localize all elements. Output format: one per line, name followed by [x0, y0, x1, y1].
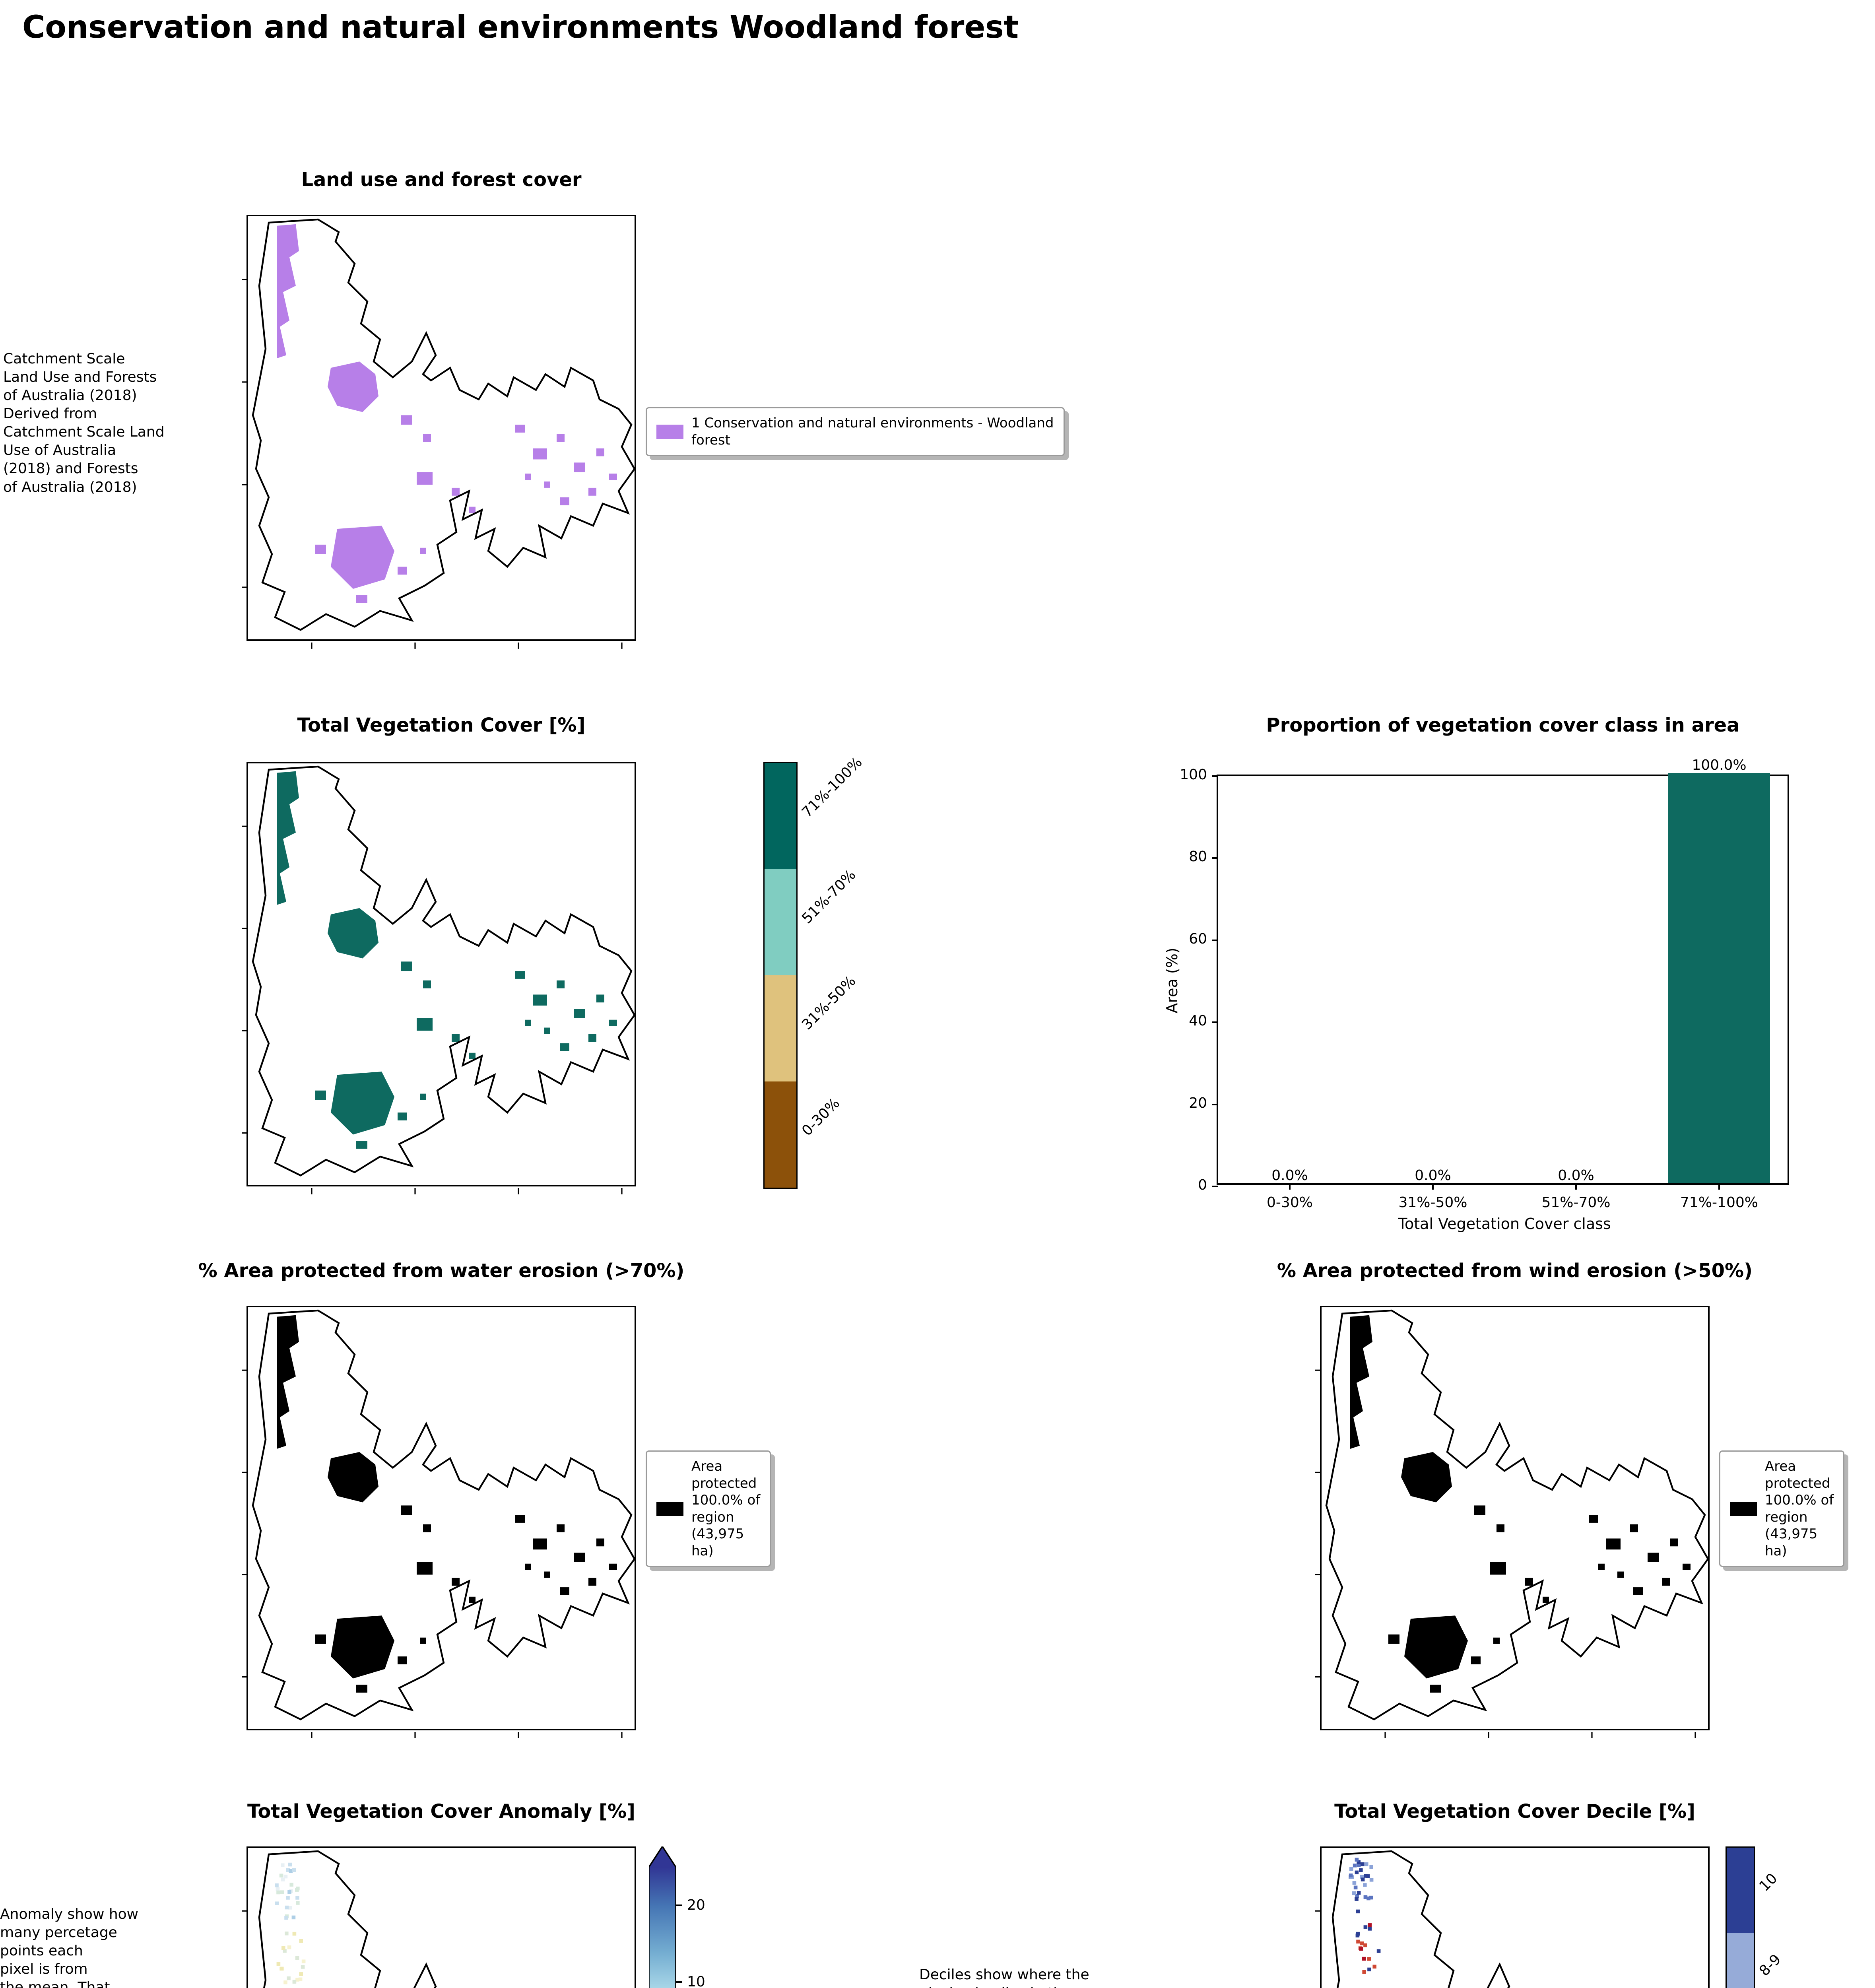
y-tick [1212, 857, 1218, 859]
colorbar-label: 31%-50% [799, 973, 859, 1033]
proportion-ylabel: Area (%) [1163, 947, 1181, 1013]
y-tick [1212, 775, 1218, 777]
vegcover-title: Total Vegetation Cover [%] [297, 714, 586, 736]
colorbar-segment [1727, 1932, 1754, 1988]
x-tick [1575, 1183, 1577, 1190]
vegcover-patches [277, 771, 617, 1149]
wind-erosion-map-canvas [1314, 1307, 1711, 1739]
bar-value-label: 0.0% [1415, 1167, 1451, 1184]
y-tick-label: 60 [1189, 930, 1207, 947]
landuse-legend: 1 Conservation and natural environments … [646, 407, 1065, 456]
landuse-patches [277, 224, 617, 603]
anomaly-tick-label: 20 [687, 1897, 705, 1914]
y-tick-label: 40 [1189, 1013, 1207, 1029]
water-erosion-legend-swatch [656, 1501, 683, 1516]
x-tick [1718, 1183, 1720, 1190]
water-erosion-legend: Area protected 100.0% of region (43,975 … [646, 1450, 771, 1567]
colorbar-label: 10 [1756, 1870, 1781, 1895]
anomaly-tick-label: 10 [687, 1974, 705, 1988]
bar-value-label: 0.0% [1271, 1167, 1308, 1184]
y-tick-label: 100 [1180, 767, 1207, 783]
page-title: Conservation and natural environments Wo… [22, 10, 1019, 45]
water-erosion-legend-label: Area protected 100.0% of region (43,975 … [691, 1458, 761, 1559]
colorbar-segment [765, 1081, 796, 1188]
landuse-legend-swatch [656, 424, 683, 439]
y-tick [1212, 1021, 1218, 1023]
decile-title: Total Vegetation Cover Decile [%] [1334, 1800, 1695, 1823]
landuse-map-canvas [241, 216, 638, 650]
y-tick-label: 0 [1198, 1177, 1207, 1193]
colorbar-label: 71%-100% [799, 754, 866, 821]
colorbar-label: 0-30% [799, 1095, 843, 1139]
water-erosion-title: % Area protected from water erosion (>70… [198, 1260, 685, 1282]
veg-cbar-bar [763, 762, 798, 1189]
y-tick [1212, 1186, 1218, 1187]
catchment-outline [1326, 1851, 1708, 1988]
x-tick-label: 51%-70% [1541, 1194, 1611, 1211]
bar-71%-100% [1668, 773, 1770, 1183]
anomaly-pixels [275, 1862, 306, 1984]
y-tick-label: 20 [1189, 1095, 1207, 1111]
wind-erosion-title: % Area protected from wind erosion (>50%… [1277, 1260, 1753, 1282]
y-tick [1212, 939, 1218, 941]
wind-erosion-map [1314, 1306, 1711, 1739]
anomaly-colorbar: 20100−10−20 [648, 1845, 744, 1988]
colorbar-label: 51%-70% [799, 866, 859, 927]
catchment-outline [253, 767, 635, 1175]
vegcover-map [241, 762, 638, 1195]
vegcover-map-canvas [241, 763, 638, 1195]
landuse-map [241, 215, 638, 650]
anomaly-title: Total Vegetation Cover Anomaly [%] [247, 1800, 635, 1823]
x-tick-label: 71%-100% [1680, 1194, 1758, 1211]
anomaly-tick [676, 1981, 682, 1983]
anomaly-map [241, 1846, 638, 1988]
decile-map [1314, 1846, 1711, 1988]
water-erosion-patches [277, 1315, 617, 1693]
proportion-title: Proportion of vegetation cover class in … [1266, 714, 1740, 736]
catchment-outline [253, 219, 635, 630]
colorbar-segment [765, 763, 796, 869]
map-ticks [241, 825, 623, 1195]
x-tick-label: 31%-50% [1398, 1194, 1467, 1211]
proportion-xlabel: Total Vegetation Cover class [1398, 1215, 1611, 1233]
colorbar-segment [1727, 1848, 1754, 1933]
landuse-caption: Catchment Scale Land Use and Forests of … [3, 351, 165, 495]
anomaly-caption: Anomaly show how many percetage points e… [0, 1906, 139, 1988]
y-tick-label: 80 [1189, 848, 1207, 865]
landuse-legend-label: 1 Conservation and natural environments … [691, 415, 1054, 448]
map-ticks [1314, 1369, 1696, 1739]
colorbar-segment [765, 869, 796, 975]
bar-value-label: 100.0% [1692, 757, 1747, 773]
decile-cbar-bar [1726, 1846, 1755, 1988]
decile-map-canvas [1314, 1848, 1711, 1988]
map-ticks [241, 279, 623, 650]
catchment-outline [253, 1310, 635, 1719]
proportion-axes: Area (%) Total Vegetation Cover class 0 2… [1163, 757, 1789, 1233]
water-erosion-map-canvas [241, 1307, 638, 1739]
y-tick [1212, 1103, 1218, 1105]
anomaly-map-canvas [241, 1848, 638, 1988]
wind-erosion-legend-swatch [1730, 1501, 1757, 1516]
x-tick [1432, 1183, 1434, 1190]
catchment-outline [253, 1851, 635, 1988]
anomaly-colorbar-gradient [648, 1845, 677, 1988]
colorbar-segment [765, 975, 796, 1081]
decile-pixels [1349, 1858, 1381, 1974]
catchment-outline [1326, 1310, 1708, 1719]
wind-erosion-legend: Area protected 100.0% of region (43,975 … [1719, 1450, 1845, 1567]
wind-erosion-legend-label: Area protected 100.0% of region (43,975 … [1765, 1458, 1834, 1559]
wind-erosion-patches [1350, 1315, 1691, 1693]
x-tick-label: 0-30% [1267, 1194, 1313, 1211]
anomaly-tick [676, 1905, 682, 1906]
map-ticks [241, 1369, 623, 1739]
x-tick [1289, 1183, 1291, 1190]
water-erosion-map [241, 1306, 638, 1739]
landuse-title: Land use and forest cover [301, 169, 582, 191]
decile-caption: Deciles show where the pixel value lies … [919, 1967, 1089, 1988]
bar-value-label: 0.0% [1558, 1167, 1594, 1184]
colorbar-label: 8-9 [1756, 1951, 1784, 1980]
